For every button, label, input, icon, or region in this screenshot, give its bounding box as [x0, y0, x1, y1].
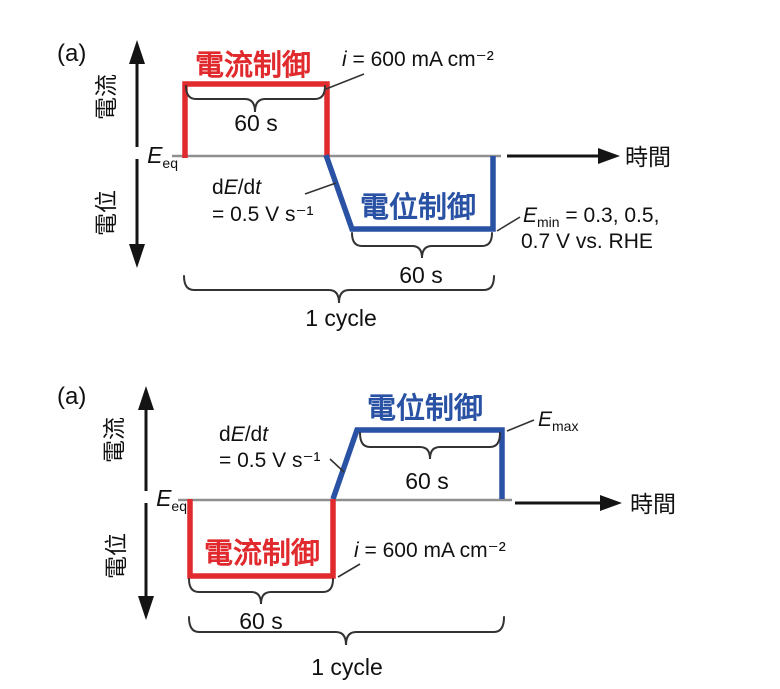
cycle-label: 1 cycle [311, 654, 383, 680]
arrow-right-icon [600, 495, 622, 511]
y-axis-upper-label: 電流 [93, 74, 119, 120]
current-duration-brace [188, 578, 334, 605]
scan-rate-label-line2: = 0.5 V s⁻¹ [219, 449, 321, 472]
cycle-brace [188, 616, 505, 646]
cycle-label: 1 cycle [305, 305, 377, 331]
current-control-label: 電流制御 [195, 49, 311, 82]
arrow-up-icon [138, 386, 154, 410]
current-density-pointer [337, 563, 361, 578]
scan-rate-pointer [304, 182, 337, 195]
current-waveform [182, 81, 330, 158]
potential-duration-brace [351, 232, 493, 259]
potential-limit-label: Emax [538, 408, 578, 434]
arrow-down-icon [138, 596, 154, 620]
cycle-brace [183, 275, 495, 304]
potential-control-label: 電位制御 [360, 190, 476, 224]
potential-waveform [330, 427, 505, 500]
current-density-pointer [325, 73, 365, 90]
scan-rate-label-line1: dE/dt [219, 423, 269, 446]
scan-rate-pointer [329, 458, 345, 473]
potential-limit-label-line2: 0.7 V vs. RHE [521, 230, 653, 253]
potential-limit-pointer [496, 216, 521, 232]
current-waveform [187, 499, 336, 579]
current-density-label: i = 600 mA cm⁻² [342, 48, 494, 71]
current-density-label: i = 600 mA cm⁻² [354, 539, 506, 562]
potential-duration-label: 60 s [399, 262, 442, 288]
panel-top: (a) 電流 電位 Eeq 電流制御 60 s i = 600 mA cm⁻² … [57, 40, 671, 331]
potential-duration-brace [359, 432, 501, 460]
panel-label: (a) [57, 40, 86, 67]
arrow-up-icon [129, 40, 145, 64]
potential-control-label: 電位制御 [367, 391, 483, 425]
current-duration-label: 60 s [234, 110, 277, 136]
potential-waveform [323, 154, 496, 232]
potential-limit-label: Emin = 0.3, 0.5, [523, 204, 659, 230]
potential-limit-pointer [506, 419, 535, 432]
scan-rate-label-line2: = 0.5 V s⁻¹ [212, 203, 314, 226]
equilibrium-label: Eeq [156, 485, 187, 514]
y-axis-lower-label: 電位 [103, 533, 129, 579]
y-axis-upper-label: 電流 [101, 417, 127, 463]
arrow-right-icon [598, 148, 620, 164]
panel-bottom: (a) 電流 電位 Eeq 電位制御 60 s Emax dE/dt = 0.5… [57, 383, 676, 680]
current-duration-label: 60 s [239, 608, 282, 634]
equilibrium-label: Eeq [147, 142, 178, 171]
y-axis-lower-label: 電位 [93, 190, 119, 236]
time-axis-label: 時間 [630, 491, 676, 517]
arrow-down-icon [129, 244, 145, 268]
potential-duration-label: 60 s [405, 468, 448, 494]
current-control-label: 電流制御 [204, 537, 320, 570]
panel-label: (a) [57, 383, 86, 410]
time-axis-label: 時間 [625, 144, 671, 170]
scan-rate-label-line1: dE/dt [212, 176, 262, 199]
current-duration-brace [185, 85, 326, 113]
